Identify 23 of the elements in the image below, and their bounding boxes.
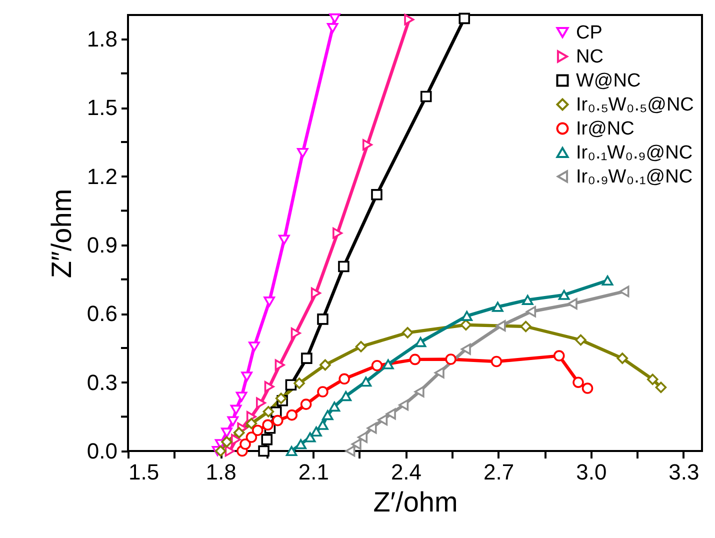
x-tick-label: 3.3	[668, 460, 700, 484]
x-tick-label: 2.7	[484, 460, 514, 484]
y-axis-title: Z″/ohm	[46, 188, 77, 278]
y-tick-label: 0.0	[86, 438, 118, 464]
x-tick-label: 2.1	[298, 460, 329, 484]
x-tick-label: 1.5	[128, 460, 160, 484]
y-tick-label: 0.9	[86, 232, 118, 258]
legend-label: CP	[576, 22, 602, 44]
legend-label: Ir@NC	[576, 118, 634, 140]
legend-label: Ir₀.₅W₀.₅@NC	[576, 94, 694, 116]
x-tick-label: 2.4	[390, 460, 422, 484]
legend-label: Ir₀.₉W₀.₁@NC	[576, 166, 693, 188]
y-tick-label: 0.6	[86, 301, 118, 326]
y-tick-label: 0.3	[86, 370, 118, 395]
x-tick-label: 1.8	[206, 460, 236, 484]
x-tick-label: 3.0	[576, 460, 607, 484]
y-tick-label: 1.2	[86, 164, 118, 189]
y-tick-label: 1.8	[86, 26, 118, 52]
legend-label: NC	[576, 46, 604, 68]
legend-label: W@NC	[576, 70, 641, 92]
y-tick-label: 1.5	[86, 95, 118, 120]
legend-label: Ir₀.₁W₀.₉@NC	[576, 142, 693, 164]
x-axis-title: Z′/ohm	[373, 486, 458, 518]
